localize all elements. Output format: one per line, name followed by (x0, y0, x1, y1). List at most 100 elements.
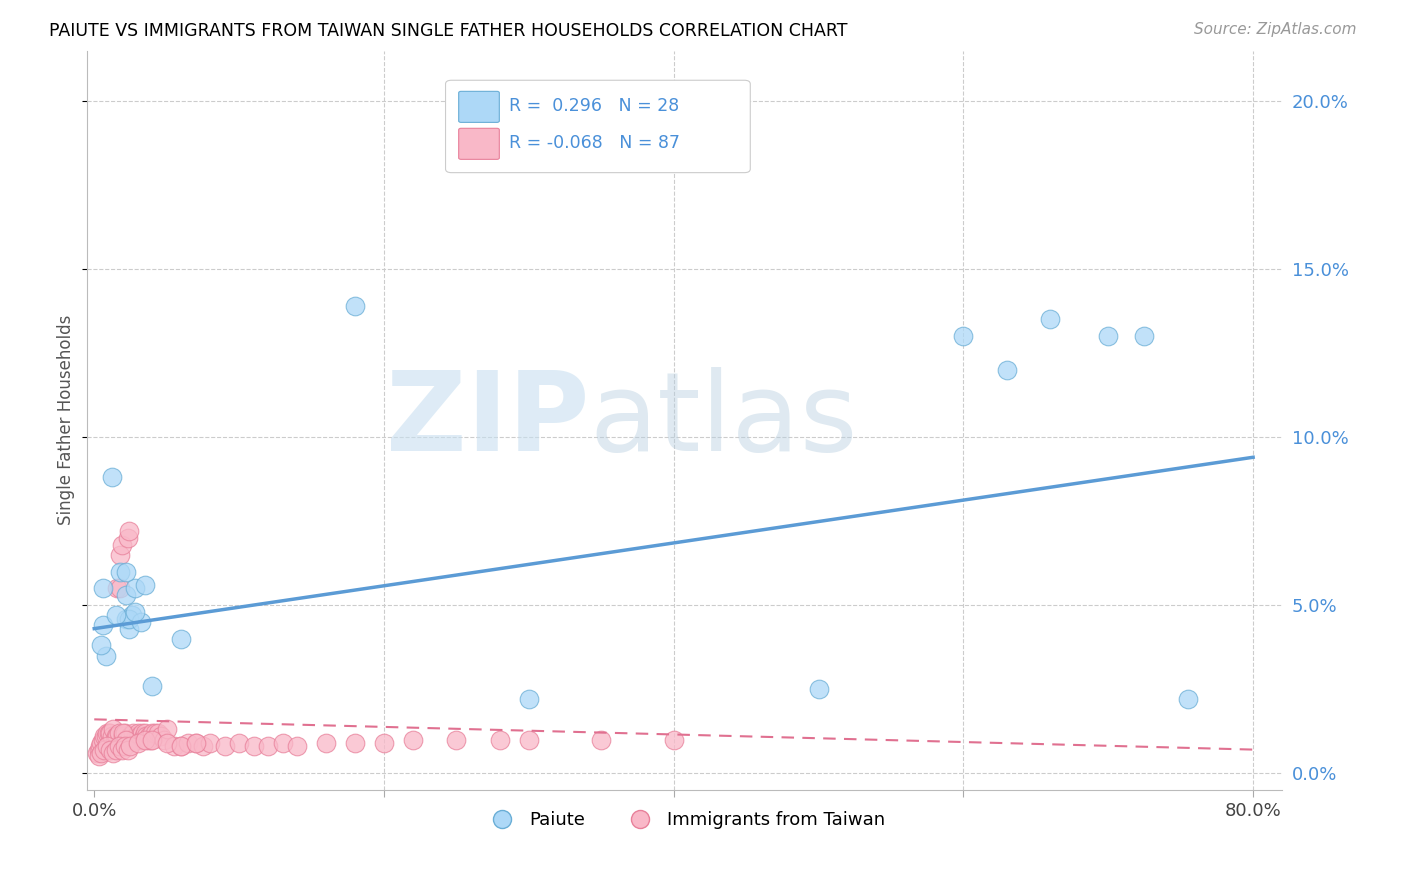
Point (87, 749, 110, 764)
Point (163, 739, 186, 754)
Point (131, 726, 153, 740)
Point (129, 732, 152, 747)
Point (118, 524, 141, 538)
Point (115, 611, 138, 625)
FancyBboxPatch shape (458, 91, 499, 122)
Point (125, 729, 148, 743)
Point (97, 726, 120, 740)
Point (257, 739, 280, 754)
Point (107, 729, 129, 743)
Point (156, 736, 179, 750)
Point (98, 726, 121, 740)
Point (90, 639, 112, 653)
Point (242, 739, 264, 754)
Point (170, 739, 193, 754)
Text: Source: ZipAtlas.com: Source: ZipAtlas.com (1194, 22, 1357, 37)
Y-axis label: Single Father Households: Single Father Households (58, 315, 75, 525)
Point (446, 732, 468, 747)
Point (591, 732, 613, 747)
Point (134, 578, 156, 592)
Point (198, 736, 221, 750)
Point (115, 732, 138, 747)
Point (517, 732, 540, 747)
Point (107, 582, 129, 596)
Point (952, 329, 974, 343)
Point (343, 299, 366, 313)
Point (184, 736, 207, 750)
Point (86, 746, 108, 760)
Text: atlas: atlas (589, 367, 858, 474)
FancyBboxPatch shape (446, 80, 751, 173)
Point (1039, 312, 1062, 326)
Point (995, 363, 1018, 377)
Point (90, 736, 112, 750)
Point (91, 618, 114, 632)
Point (101, 746, 124, 760)
Point (111, 538, 134, 552)
Point (136, 732, 159, 747)
Point (121, 732, 143, 747)
Point (124, 582, 146, 596)
Point (143, 726, 166, 740)
Point (177, 736, 200, 750)
Point (132, 729, 155, 743)
Point (662, 732, 685, 747)
Point (91, 582, 114, 596)
Point (139, 732, 162, 747)
Point (101, 723, 124, 737)
Point (122, 726, 145, 740)
Point (807, 682, 830, 697)
Point (117, 742, 139, 756)
Point (156, 723, 179, 737)
Point (1133, 329, 1156, 343)
Point (138, 729, 160, 743)
Legend: Paiute, Immigrants from Taiwan: Paiute, Immigrants from Taiwan (477, 804, 891, 837)
Point (128, 729, 150, 743)
FancyBboxPatch shape (458, 128, 499, 160)
Point (149, 729, 172, 743)
Point (114, 726, 136, 740)
Point (104, 729, 127, 743)
Point (91, 732, 114, 747)
Point (110, 582, 132, 596)
Point (104, 608, 127, 623)
Point (115, 588, 138, 602)
Point (120, 729, 142, 743)
Point (111, 742, 134, 756)
Point (141, 726, 163, 740)
Point (115, 565, 138, 579)
Point (184, 736, 207, 750)
Point (120, 739, 142, 754)
Point (100, 470, 122, 484)
Point (517, 692, 540, 706)
Text: ZIP: ZIP (385, 367, 589, 474)
Point (112, 729, 135, 743)
Point (152, 732, 174, 747)
Point (93, 742, 115, 756)
Point (94, 729, 117, 743)
Point (124, 605, 146, 619)
Point (141, 732, 163, 747)
Text: R = -0.068   N = 87: R = -0.068 N = 87 (509, 134, 681, 152)
Point (228, 736, 250, 750)
Point (1177, 692, 1199, 706)
Point (214, 739, 236, 754)
Point (170, 632, 193, 646)
Point (135, 729, 157, 743)
Point (373, 736, 395, 750)
Point (127, 726, 149, 740)
Point (103, 732, 125, 747)
Point (285, 739, 308, 754)
Point (121, 608, 143, 623)
Text: R =  0.296   N = 28: R = 0.296 N = 28 (509, 97, 679, 115)
Point (146, 726, 169, 740)
Point (110, 565, 132, 579)
Point (124, 732, 146, 747)
Point (100, 729, 122, 743)
Point (108, 726, 131, 740)
Point (170, 739, 193, 754)
Point (402, 732, 425, 747)
Point (87, 742, 110, 756)
Point (127, 736, 149, 750)
Point (98, 742, 121, 756)
